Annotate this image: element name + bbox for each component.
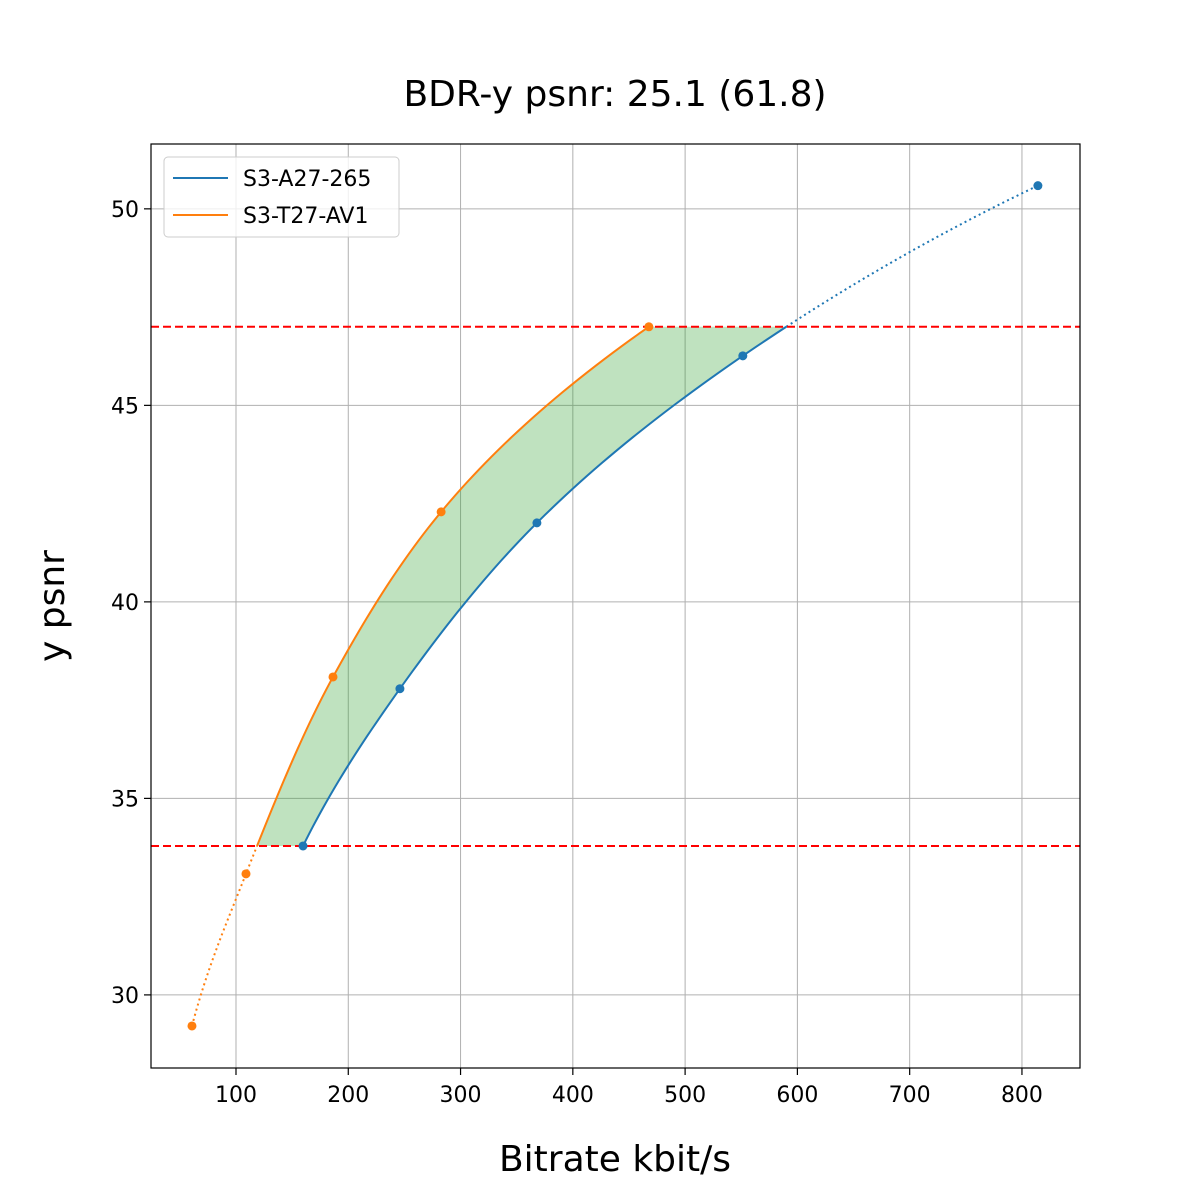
series-lines	[191, 184, 1039, 1027]
data-points	[187, 181, 1043, 1031]
series-line-solid	[256, 325, 650, 847]
ticks: 100 200 300 400 500 600 700 800 30 35 40 45 50	[111, 198, 1043, 1108]
x-axis-label: Bitrate kbit/s	[499, 1139, 731, 1180]
chart-title: BDR-y psnr: 25.1 (61.8)	[403, 74, 826, 115]
data-point	[298, 841, 308, 851]
x-tick-label: 800	[1001, 1083, 1043, 1108]
data-point	[328, 672, 338, 682]
x-tick-label: 200	[327, 1083, 369, 1108]
x-tick-label: 500	[664, 1083, 706, 1108]
bdr-fill-area	[257, 326, 787, 846]
legend-label: S3-A27-265	[243, 167, 371, 192]
y-axis-label: y psnr	[32, 550, 73, 662]
y-tick-label: 50	[111, 198, 139, 223]
y-tick-label: 40	[111, 591, 139, 616]
x-tick-label: 300	[440, 1083, 482, 1108]
y-tick-label: 30	[111, 984, 139, 1009]
data-point	[187, 1021, 197, 1031]
fill-region	[257, 326, 787, 846]
data-point	[395, 684, 405, 694]
series-line-dotted	[785, 184, 1039, 328]
x-tick-label: 600	[776, 1083, 818, 1108]
y-tick-label: 35	[111, 787, 139, 812]
data-point	[738, 351, 748, 361]
data-point	[436, 507, 446, 517]
data-point	[644, 322, 654, 332]
legend-label: S3-T27-AV1	[243, 204, 368, 229]
series-line-solid	[302, 325, 787, 847]
y-tick-label: 45	[111, 394, 139, 419]
data-point	[1033, 181, 1043, 191]
x-tick-label: 700	[889, 1083, 931, 1108]
x-tick-label: 400	[552, 1083, 594, 1108]
plot-frame	[150, 143, 1081, 1069]
grid	[151, 144, 1080, 1068]
legend: S3-A27-265 S3-T27-AV1	[163, 156, 400, 238]
threshold-lines	[151, 325, 1080, 847]
data-point	[241, 869, 251, 879]
x-tick-label: 100	[215, 1083, 257, 1108]
data-point	[532, 518, 542, 528]
